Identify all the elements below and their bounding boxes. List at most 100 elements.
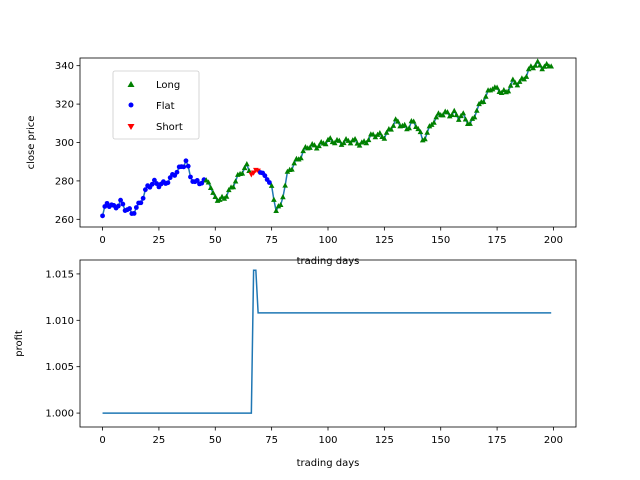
price-x-tick-label: 0 — [99, 235, 105, 246]
profit-x-tick-label: 75 — [265, 435, 278, 446]
price-point-long — [458, 112, 464, 119]
price-point-long — [523, 73, 530, 79]
price-point-long — [377, 130, 383, 136]
profit-y-axis-label: profit — [14, 330, 25, 357]
profit-x-tick-label: 200 — [544, 435, 563, 446]
price-point-short — [250, 170, 257, 176]
profit-x-tick-label: 125 — [375, 435, 394, 446]
profit-chart: 0 25 50 75 100 125 150 175 200 1.0001.0051.0101.… — [14, 259, 577, 469]
price-point-long — [507, 82, 514, 88]
price-point-long — [494, 84, 500, 90]
price-point-flat — [174, 169, 180, 175]
price-point-long — [212, 193, 219, 200]
price-point-flat — [138, 200, 144, 206]
price-point-flat — [149, 181, 155, 187]
price-point-long — [223, 193, 230, 199]
price-point-long — [534, 58, 541, 64]
price-point-long — [525, 66, 532, 72]
price-point-flat — [194, 178, 200, 183]
price-point-flat — [118, 197, 123, 203]
profit-x-tick-label: 0 — [99, 435, 105, 446]
price-point-long — [483, 93, 489, 99]
price-point-long — [383, 129, 390, 135]
price-x-tick-label: 175 — [488, 235, 507, 246]
price-point-flat — [188, 174, 193, 180]
price-point-long — [451, 107, 458, 113]
price-x-tick-label: 200 — [544, 235, 563, 246]
price-point-long — [498, 89, 505, 96]
price-point-long — [363, 140, 370, 146]
price-x-tick-label: 150 — [431, 235, 450, 246]
profit-y-tick-label: 1.010 — [45, 316, 74, 327]
price-point-long — [271, 196, 277, 202]
price-point-long — [426, 123, 433, 129]
price-x-tick-label: 50 — [209, 235, 222, 246]
price-point-flat — [133, 205, 139, 210]
price-point-flat — [181, 164, 187, 170]
legend-box — [112, 70, 200, 140]
legend-flat-marker — [128, 102, 134, 108]
price-chart: 0 25 50 75 100 125 150 175 200 260 280 300 320 340 t… — [26, 57, 577, 267]
price-point-long — [352, 135, 358, 142]
price-x-tick-label: 25 — [153, 235, 166, 246]
price-point-long — [280, 194, 286, 200]
price-point-long — [289, 166, 295, 172]
price-point-long — [410, 118, 417, 124]
price-point-long — [298, 155, 304, 161]
price-point-long — [449, 111, 455, 118]
price-point-long — [316, 142, 322, 149]
price-y-tick-label: 260 — [55, 215, 74, 226]
price-point-long — [205, 179, 212, 185]
price-point-long — [322, 141, 329, 147]
price-point-long — [541, 63, 548, 69]
price-point-long — [440, 112, 446, 118]
legend-flat-label: Flat — [156, 101, 175, 112]
price-point-flat — [199, 180, 205, 186]
price-y-tick-label: 320 — [55, 100, 74, 111]
price-point-flat — [140, 195, 146, 201]
price-point-long — [543, 60, 550, 67]
price-y-ticks: 260 280 300 320 340 — [55, 61, 80, 226]
price-point-flat — [152, 177, 157, 183]
price-point-long — [453, 111, 460, 118]
price-point-long — [273, 207, 279, 214]
price-point-long — [417, 128, 424, 135]
price-point-long — [415, 125, 421, 132]
price-point-flat — [185, 163, 191, 169]
price-x-axis-label: trading days — [297, 256, 360, 267]
price-point-flat — [131, 211, 137, 216]
price-point-flat — [183, 158, 189, 164]
profit-x-tick-label: 50 — [209, 435, 222, 446]
price-point-long — [467, 120, 473, 126]
price-point-long — [300, 147, 306, 154]
price-x-tick-label: 100 — [318, 235, 337, 246]
price-point-flat — [120, 201, 126, 207]
price-point-long — [216, 196, 223, 202]
price-point-long — [395, 118, 401, 124]
price-point-long — [277, 201, 284, 208]
price-point-long — [462, 116, 469, 122]
profit-x-tick-label: 175 — [488, 435, 507, 446]
legend-short-marker — [127, 124, 135, 130]
price-point-long — [401, 121, 408, 127]
profit-y-tick-label: 1.015 — [45, 269, 74, 280]
price-point-flat — [127, 206, 132, 211]
price-point-short — [255, 168, 261, 174]
price-y-tick-label: 280 — [55, 176, 74, 187]
price-point-long — [512, 79, 518, 85]
price-point-long — [241, 164, 248, 171]
profit-x-tick-label: 25 — [153, 435, 166, 446]
price-point-long — [446, 113, 453, 119]
price-point-long — [444, 109, 451, 115]
price-point-long — [207, 184, 214, 190]
price-point-flat — [115, 203, 121, 209]
price-point-long — [268, 182, 275, 188]
price-point-long — [210, 189, 216, 195]
price-markers — [100, 58, 554, 219]
price-point-long — [347, 140, 354, 146]
price-point-long — [460, 110, 467, 116]
price-point-long — [424, 129, 430, 135]
legend: Long Flat Short — [112, 70, 200, 140]
price-x-tick-label: 125 — [375, 235, 394, 246]
